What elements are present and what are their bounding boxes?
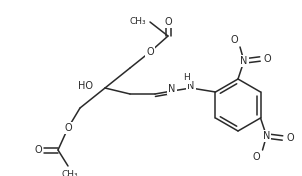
Text: O: O <box>253 152 261 162</box>
Text: O: O <box>287 133 294 143</box>
Text: O: O <box>34 145 42 155</box>
Text: O: O <box>230 35 238 45</box>
Text: HO: HO <box>78 81 93 91</box>
Text: O: O <box>146 47 154 57</box>
Text: N: N <box>168 84 176 94</box>
Text: CH₃: CH₃ <box>129 17 146 27</box>
Text: N: N <box>263 131 270 141</box>
Text: H: H <box>184 74 190 83</box>
Text: O: O <box>64 123 72 133</box>
Text: CH₃: CH₃ <box>62 170 78 176</box>
Text: N: N <box>187 81 195 91</box>
Text: N: N <box>240 56 248 66</box>
Text: O: O <box>164 17 172 27</box>
Text: O: O <box>264 54 271 64</box>
